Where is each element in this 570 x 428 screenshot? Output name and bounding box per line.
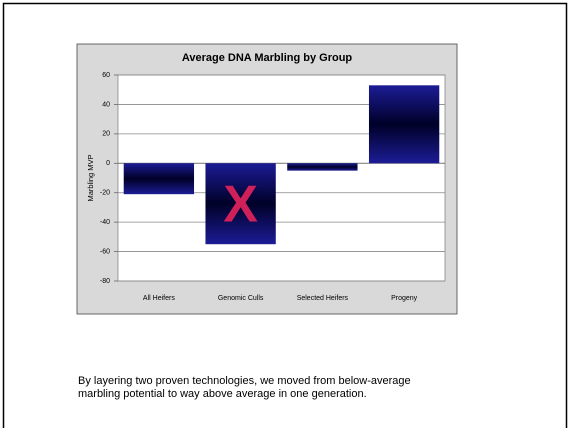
y-tick-label: 40 (102, 101, 110, 108)
x-tick-label: All Heifers (143, 295, 175, 302)
bar (368, 85, 440, 164)
y-tick-label: -80 (100, 278, 110, 285)
annotation: X (223, 175, 258, 233)
paragraph-line: marbling potential to way above average … (78, 388, 367, 400)
y-tick-label: -60 (100, 248, 110, 255)
y-tick-label: -40 (100, 219, 110, 226)
paragraph-line: By layering two proven technologies, we … (78, 375, 411, 387)
x-tick-label: Genomic Culls (218, 295, 264, 302)
bar (205, 163, 276, 245)
bar (287, 163, 358, 171)
chart-title: Average DNA Marbling by Group (182, 52, 353, 64)
x-tick-label: Progeny (391, 295, 418, 302)
y-tick-label: 60 (102, 72, 110, 79)
y-tick-label: 20 (102, 131, 110, 138)
y-axis-label: Marbling MVP (86, 154, 95, 201)
bar (123, 163, 195, 195)
x-tick-label: Selected Heifers (297, 295, 349, 302)
y-tick-label: -20 (100, 190, 110, 197)
y-tick-label: 0 (106, 160, 110, 167)
